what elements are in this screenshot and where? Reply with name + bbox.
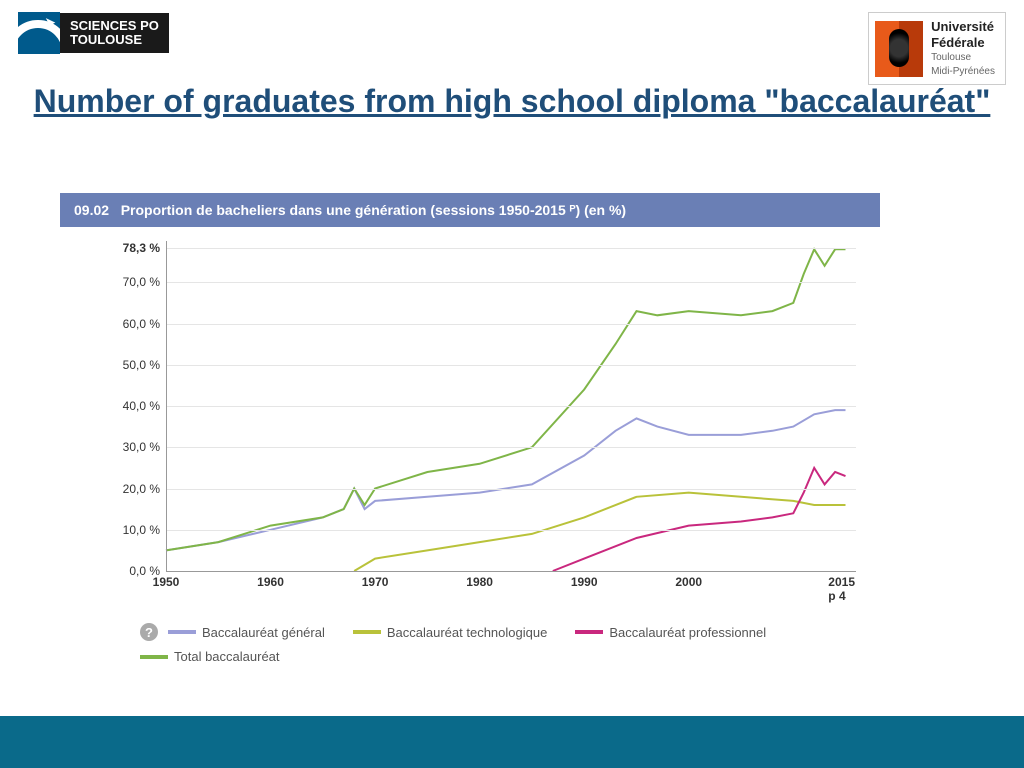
legend-label: Baccalauréat général <box>202 625 325 640</box>
legend-swatch <box>353 630 381 634</box>
x-axis-label: 1950 <box>153 575 180 589</box>
logo-right-line2: Fédérale <box>931 35 995 51</box>
legend-item: Baccalauréat technologique <box>353 625 547 640</box>
help-icon[interactable]: ? <box>140 623 158 641</box>
x-axis-label: 1960 <box>257 575 284 589</box>
y-axis-label: 50,0 % <box>100 358 160 372</box>
legend-swatch <box>575 630 603 634</box>
x-axis-label: 2015 p 4 <box>828 575 862 603</box>
grid-line <box>166 324 856 325</box>
chart-header-text: Proportion de bacheliers dans une généra… <box>121 202 626 218</box>
plot-area: 0,0 % 10,0 % 20,0 % 30,0 % 40,0 % 50,0 % 60,0 … <box>60 231 880 611</box>
y-axis <box>166 241 167 571</box>
logo-universite: Université Fédérale Toulouse Midi-Pyréné… <box>868 12 1006 85</box>
legend-item: Baccalauréat professionnel <box>575 625 766 640</box>
y-axis-label: 0,0 % <box>100 564 160 578</box>
logo-sciences-po: SCIENCES PO TOULOUSE <box>18 12 169 54</box>
legend-swatch <box>168 630 196 634</box>
chart-header-prefix: 09.02 <box>74 202 109 218</box>
arc-icon <box>18 12 60 54</box>
legend-item: Baccalauréat général <box>168 625 325 640</box>
x-axis <box>166 571 856 572</box>
y-axis-label: 40,0 % <box>100 399 160 413</box>
logo-left-text: SCIENCES PO TOULOUSE <box>60 13 169 54</box>
legend-label: Baccalauréat technologique <box>387 625 547 640</box>
logo-right-sub2: Midi-Pyrénées <box>931 66 995 78</box>
legend-item: Total baccalauréat <box>140 649 280 664</box>
series-line <box>553 468 846 571</box>
series-line <box>354 493 845 571</box>
logo-left-line1: SCIENCES PO <box>70 19 159 33</box>
chart-header: 09.02 Proportion de bacheliers dans une … <box>60 193 880 227</box>
legend-swatch <box>140 655 168 659</box>
legend-label: Baccalauréat professionnel <box>609 625 766 640</box>
x-axis-label: 2000 <box>675 575 702 589</box>
seal-icon <box>875 21 923 77</box>
x-axis-label: 1980 <box>466 575 493 589</box>
grid-line <box>166 530 856 531</box>
chart-legend: ? Baccalauréat général Baccalauréat techn… <box>60 623 880 664</box>
grid-line <box>166 248 856 249</box>
logo-right-text: Université Fédérale Toulouse Midi-Pyréné… <box>931 19 995 78</box>
y-axis-label: 70,0 % <box>100 275 160 289</box>
series-line <box>166 249 846 550</box>
logo-right-line1: Université <box>931 19 995 35</box>
legend-label: Total baccalauréat <box>174 649 280 664</box>
y-axis-label: 20,0 % <box>100 482 160 496</box>
x-axis-label: 1970 <box>362 575 389 589</box>
grid-line <box>166 489 856 490</box>
y-axis-label: 78,3 % <box>100 241 160 255</box>
y-axis-label: 30,0 % <box>100 440 160 454</box>
y-axis-label: 10,0 % <box>100 523 160 537</box>
page-title: Number of graduates from high school dip… <box>0 82 1024 120</box>
x-axis-label: 1990 <box>571 575 598 589</box>
grid-line <box>166 365 856 366</box>
chart-container: 09.02 Proportion de bacheliers dans une … <box>60 193 880 672</box>
logo-left-line2: TOULOUSE <box>70 33 159 47</box>
y-axis-label: 60,0 % <box>100 317 160 331</box>
grid-line <box>166 447 856 448</box>
footer-bar <box>0 716 1024 768</box>
grid-line <box>166 282 856 283</box>
logo-right-sub1: Toulouse <box>931 52 995 64</box>
grid-line <box>166 406 856 407</box>
